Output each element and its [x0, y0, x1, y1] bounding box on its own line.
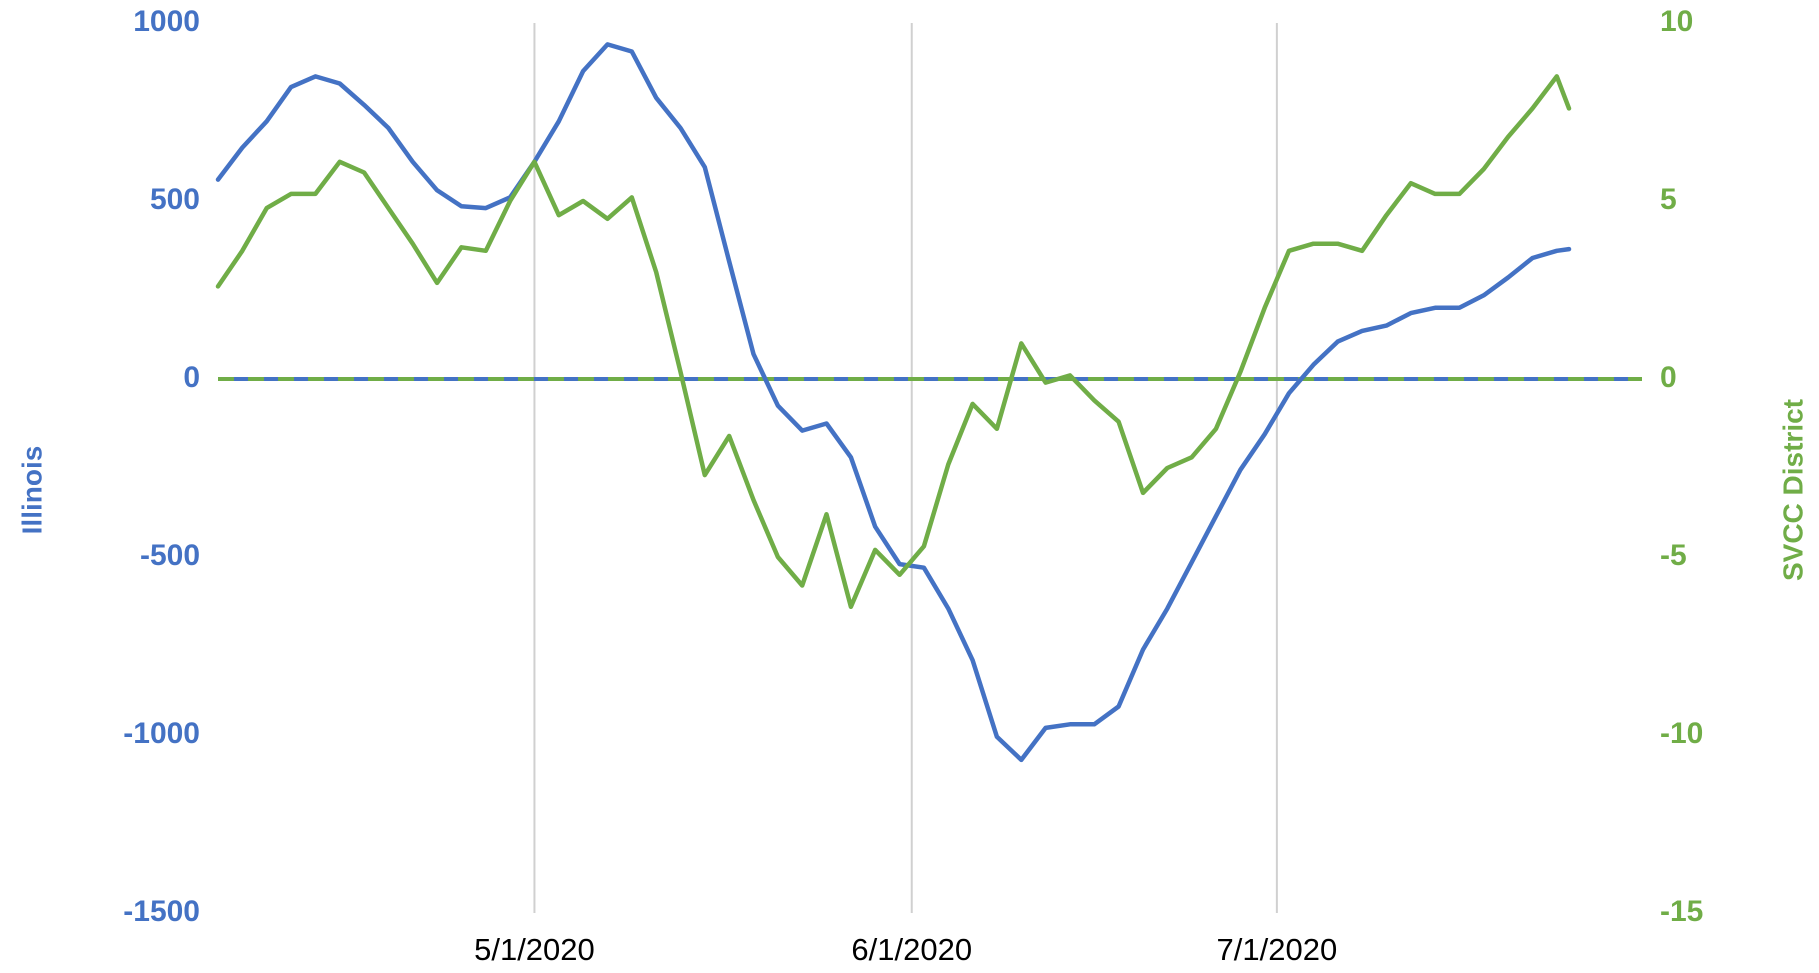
y2-tick-label: 5 [1660, 183, 1677, 216]
y2-tick-label: -15 [1660, 895, 1703, 928]
y-tick-label: -1500 [123, 895, 200, 928]
y-tick-label: -500 [140, 539, 200, 572]
y2-tick-label: -10 [1660, 717, 1703, 750]
data-line [215, 74, 1572, 610]
y-tick-label: 1000 [133, 5, 200, 38]
x-tick-label: 6/1/2020 [851, 932, 972, 967]
data-line [215, 42, 1572, 763]
y-tick-label: 500 [150, 183, 200, 216]
y-tick-label: 0 [183, 361, 200, 394]
x-tick-label: 7/1/2020 [1217, 932, 1338, 967]
y2-tick-label: 10 [1660, 5, 1693, 38]
y2-tick-label: -5 [1660, 539, 1687, 572]
y2-axis-title: SVCC District [1777, 399, 1808, 581]
y-axis-title: Illinois [16, 446, 47, 535]
x-tick-label: 5/1/2020 [474, 932, 595, 967]
y-tick-label: -1000 [123, 717, 200, 750]
y2-tick-label: 0 [1660, 361, 1677, 394]
